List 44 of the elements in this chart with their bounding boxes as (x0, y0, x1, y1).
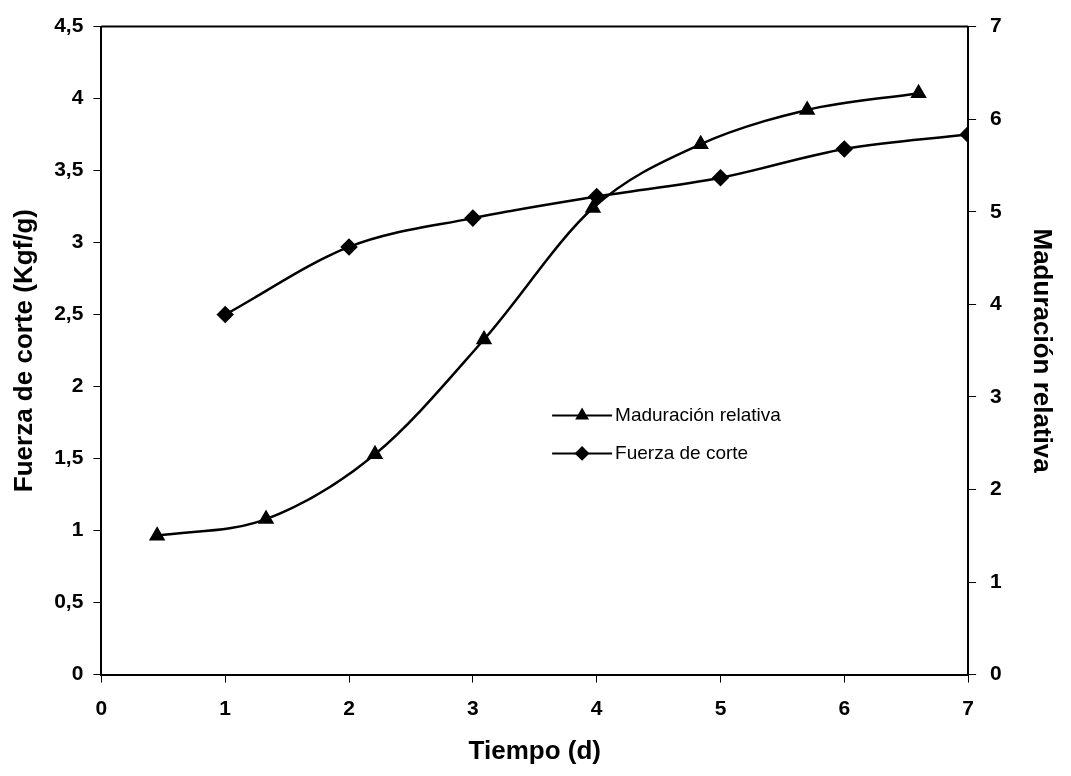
y2-tick-label: 5 (990, 198, 1003, 222)
point (367, 446, 383, 460)
y2-axis-title: Maduración relativa (1028, 228, 1059, 474)
x-tick-label: 5 (714, 696, 727, 719)
x-tick-label: 3 (467, 696, 479, 719)
point (911, 85, 926, 98)
y-axis-title: Fuerza de corte (Kgf/g) (7, 209, 38, 493)
y2-tick-label: 3 (990, 383, 1002, 407)
x-tick-label: 7 (962, 696, 974, 719)
point (476, 331, 492, 345)
point (340, 238, 358, 256)
y-tick-label: 3,5 (54, 157, 84, 181)
y2-tick-label: 6 (990, 105, 1002, 129)
point (799, 101, 815, 115)
point (693, 135, 708, 149)
y-tick-label: 2,5 (54, 301, 84, 325)
point (712, 169, 729, 187)
y-tick-label: 0 (71, 661, 84, 685)
point (149, 527, 165, 541)
point (464, 209, 482, 227)
y-tick-label: 4 (71, 85, 84, 109)
y-tick-label: 4,5 (54, 13, 84, 37)
legend-label: Maduración relativa (615, 403, 782, 425)
y-tick-label: 0,5 (54, 589, 84, 613)
y2-tick-label: 2 (990, 476, 1002, 500)
y2-tick-label: 7 (990, 13, 1002, 37)
point (585, 199, 601, 213)
x-tick-label: 4 (590, 696, 603, 719)
x-tick-label: 0 (95, 696, 108, 719)
y-tick-label: 1 (71, 517, 84, 541)
point (836, 140, 853, 158)
y2-tick-label: 0 (990, 661, 1002, 685)
point (258, 510, 274, 524)
legend-label: Fuerza de corte (615, 441, 749, 463)
x-tick-label: 6 (838, 696, 851, 719)
y2-tick-label: 1 (990, 568, 1003, 592)
y-tick-label: 1,5 (54, 445, 84, 469)
x-tick-label: 2 (343, 696, 355, 719)
y-tick-label: 3 (71, 229, 84, 253)
x-axis-title: Tiempo (d) (468, 734, 601, 765)
x-tick-label: 1 (219, 696, 232, 719)
point (216, 306, 234, 323)
y2-tick-label: 4 (990, 291, 1003, 315)
y-tick-label: 2 (71, 373, 84, 397)
